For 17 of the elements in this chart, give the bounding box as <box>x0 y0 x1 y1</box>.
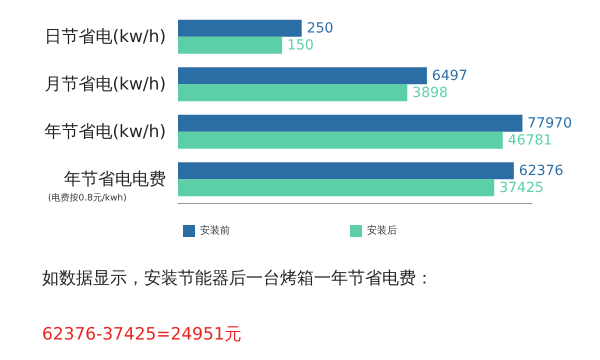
data-label: 37425 <box>499 180 544 196</box>
data-label: 150 <box>287 37 314 54</box>
data-label: 77970 <box>527 115 572 132</box>
y-tick-label: 日节省电(kw/h) <box>44 26 166 47</box>
y-tick-label: 年节省电(kw/h) <box>44 122 166 142</box>
text: 如数据显示，安装节能器后一台烤箱一年节省电费： <box>42 268 433 288</box>
data-label: 6497 <box>432 68 468 84</box>
data-label: 46781 <box>508 132 552 148</box>
legend-label: 安装后 <box>367 224 397 236</box>
text: (电费按0.8元/kwh) <box>48 192 127 204</box>
text: 62376-37425=24951元 <box>42 324 242 344</box>
y-tick-label: 月节省电(kw/h) <box>44 74 166 94</box>
data-label: 62376 <box>518 162 564 179</box>
data-label: 3898 <box>412 84 448 101</box>
legend-label: 安装前 <box>200 224 230 236</box>
data-label: 250 <box>306 20 334 36</box>
y-tick-label: 年节省电电费 <box>64 169 166 190</box>
